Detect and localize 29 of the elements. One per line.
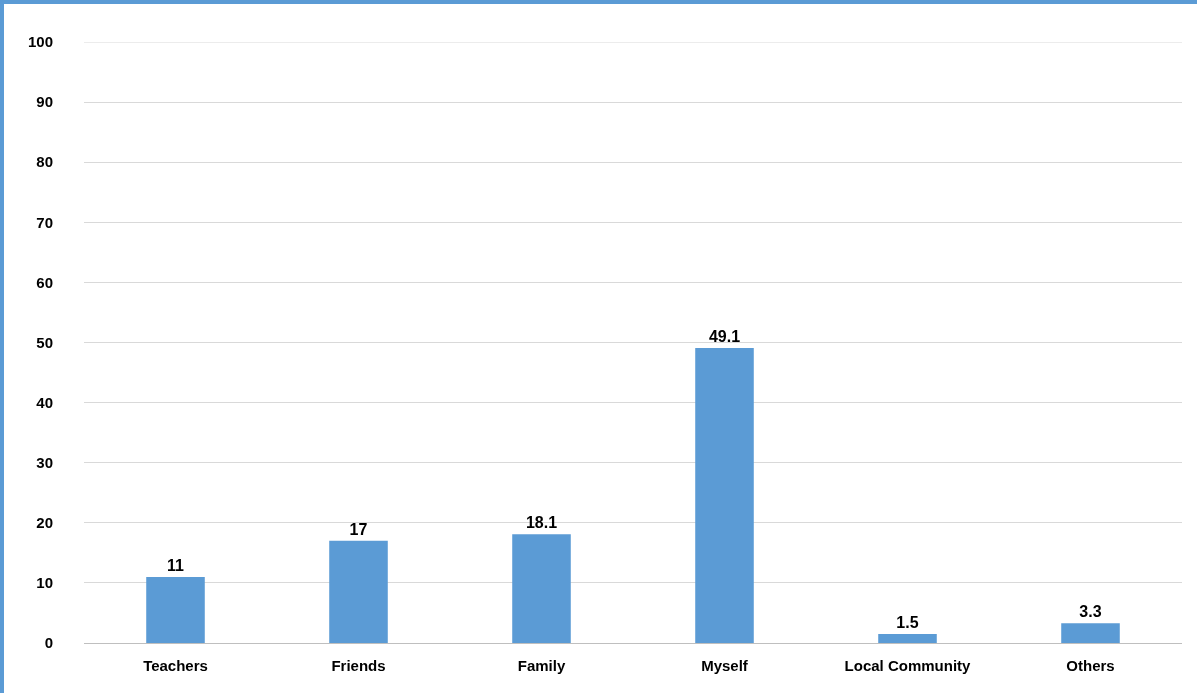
bar <box>329 540 388 643</box>
y-tick-label: 0 <box>44 634 53 652</box>
data-label: 3.3 <box>1079 603 1102 621</box>
x-tick-label: Myself <box>701 657 749 674</box>
bar <box>695 347 754 643</box>
y-tick-label: 90 <box>36 93 53 111</box>
data-label: 18.1 <box>525 514 558 532</box>
y-tick-label: 20 <box>36 514 53 532</box>
y-tick-label: 70 <box>36 213 53 231</box>
bar <box>146 576 205 643</box>
bar <box>1061 623 1120 643</box>
y-tick-label: 50 <box>36 333 53 351</box>
data-label: 1.5 <box>896 613 919 631</box>
x-tick-label: Local Community <box>844 657 972 674</box>
y-tick-label: 100 <box>27 33 53 51</box>
data-label: 49.1 <box>708 327 741 345</box>
y-tick-label: 30 <box>36 453 53 471</box>
bar <box>512 534 571 643</box>
x-tick-label: Teachers <box>143 657 208 674</box>
data-label: 17 <box>349 520 368 538</box>
y-tick-label: 80 <box>36 153 53 171</box>
y-tick-label: 10 <box>36 574 53 592</box>
y-tick-label: 60 <box>36 273 53 291</box>
bar <box>878 633 937 643</box>
x-tick-label: Family <box>517 657 566 674</box>
data-label: 11 <box>166 556 185 574</box>
y-tick-label: 40 <box>36 393 53 411</box>
x-tick-label: Friends <box>331 657 386 674</box>
x-tick-label: Others <box>1066 657 1115 674</box>
